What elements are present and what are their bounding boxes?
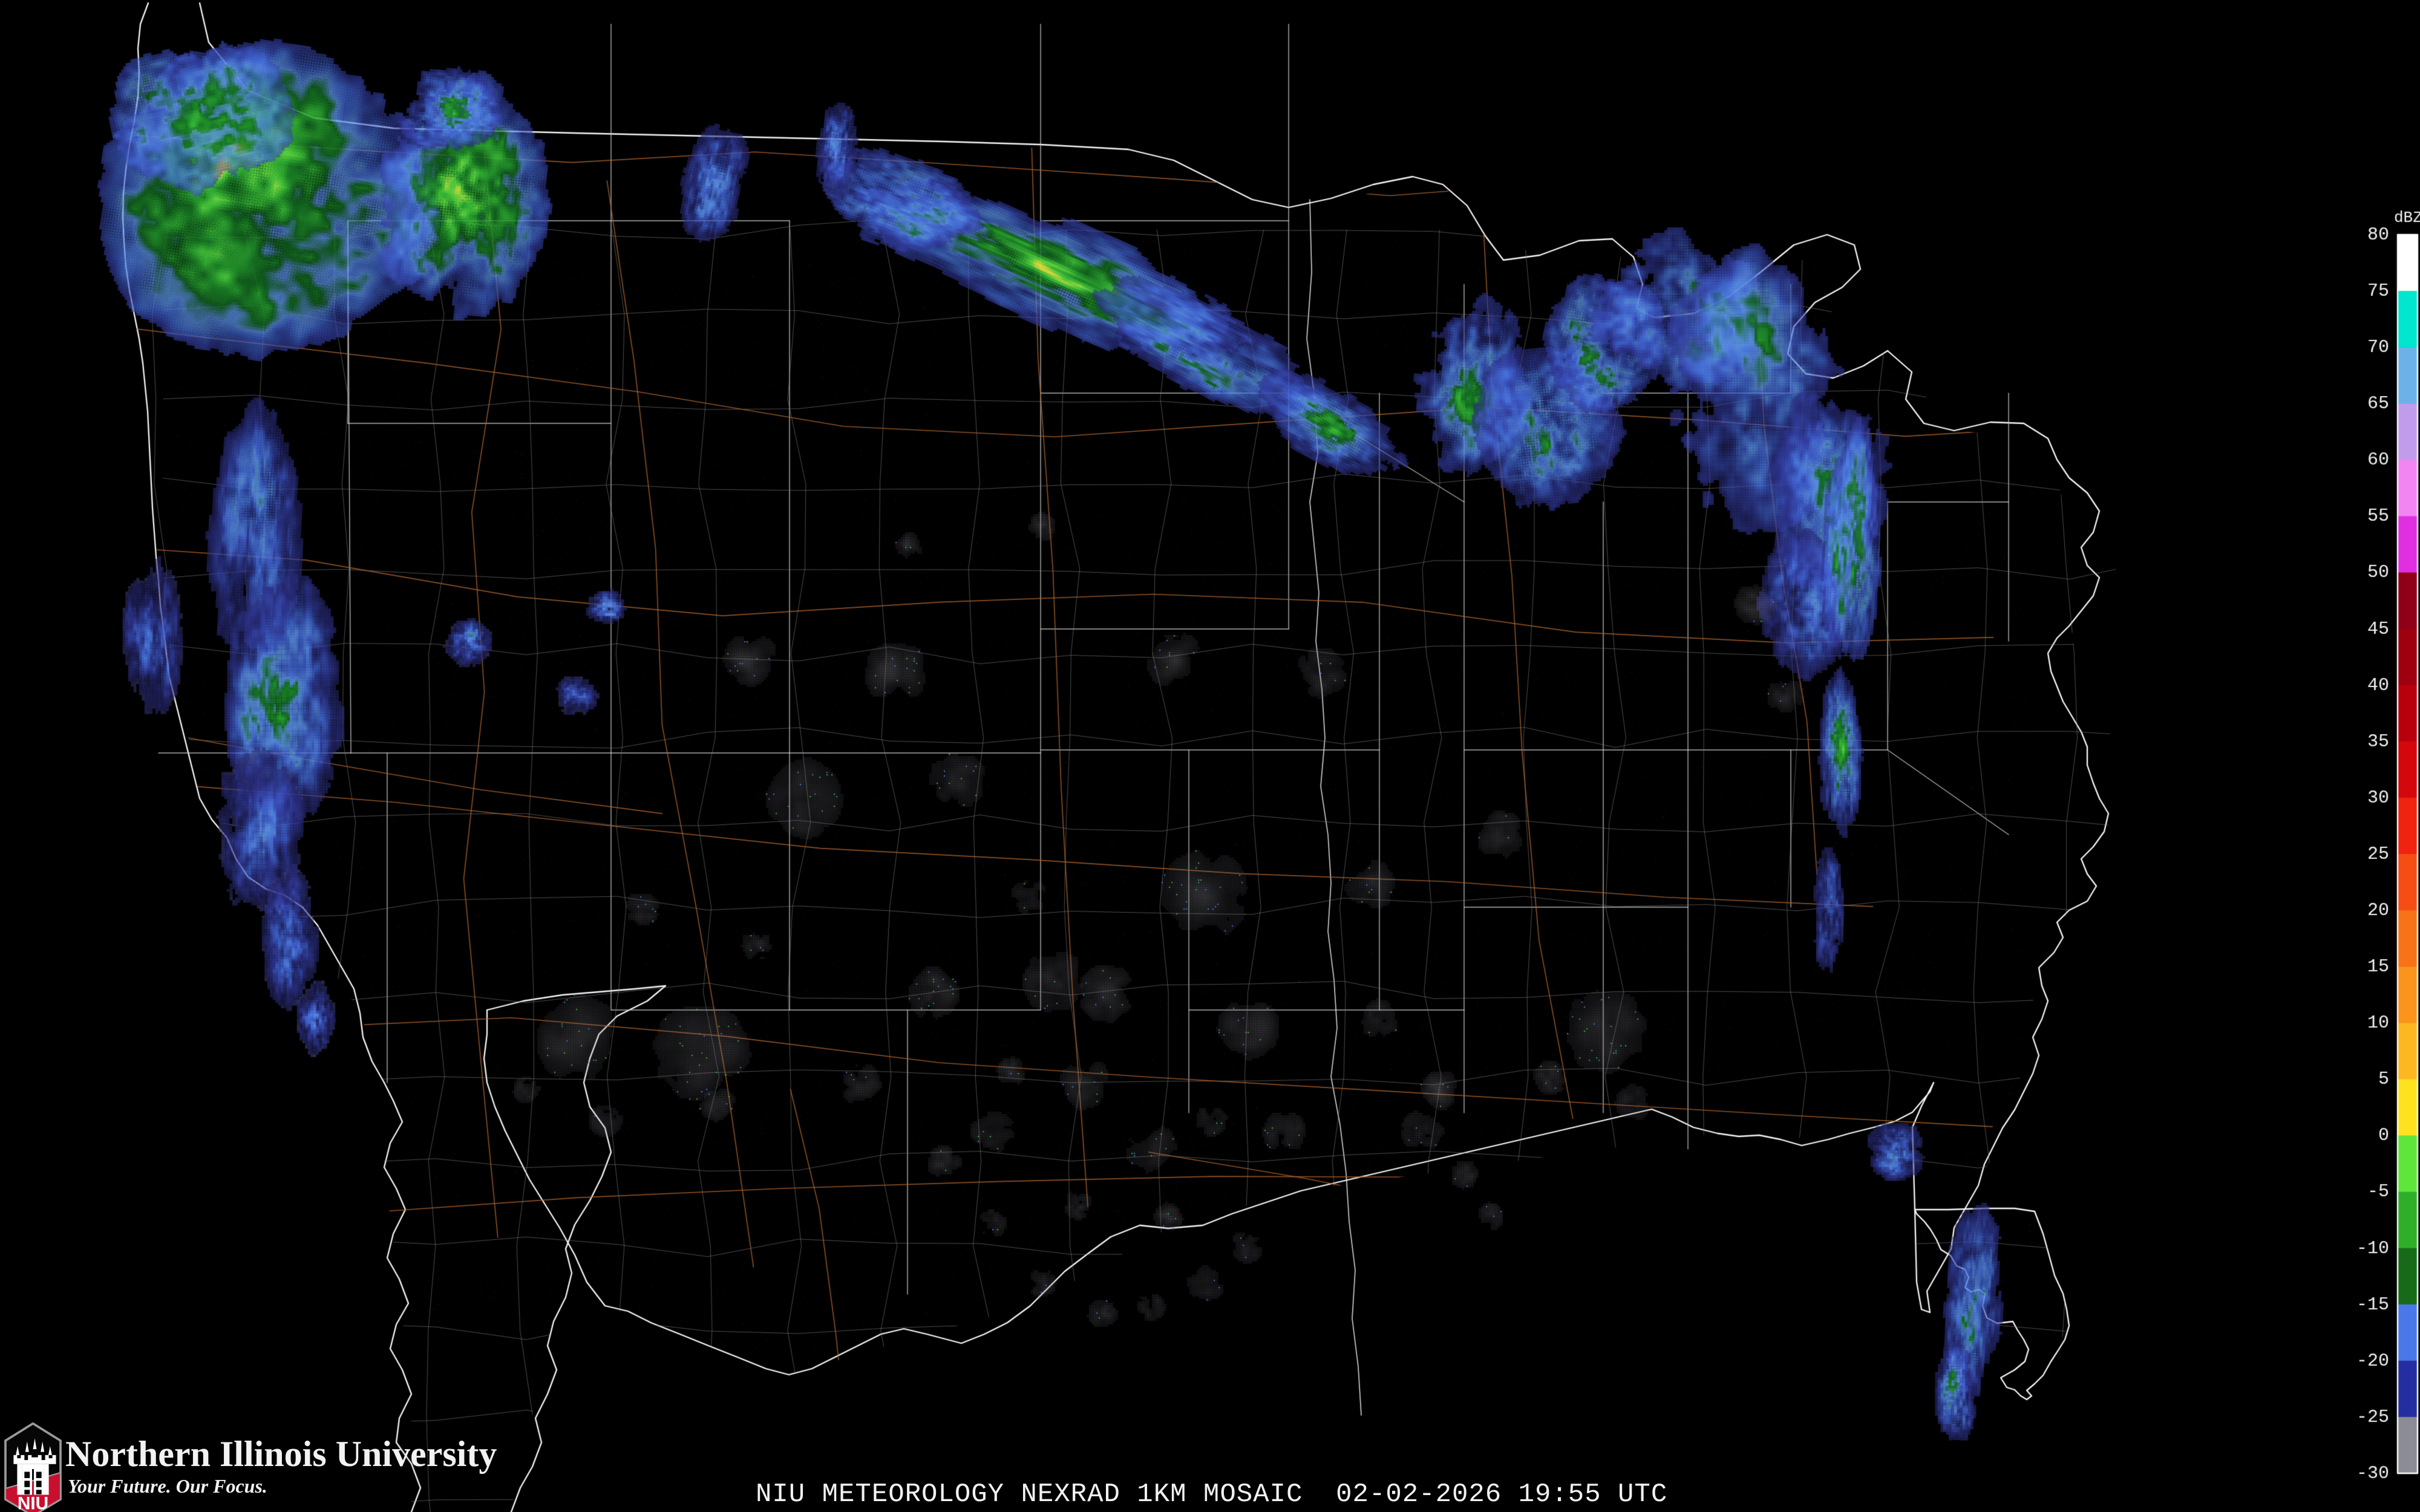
svg-text:NIU: NIU	[18, 1493, 48, 1512]
